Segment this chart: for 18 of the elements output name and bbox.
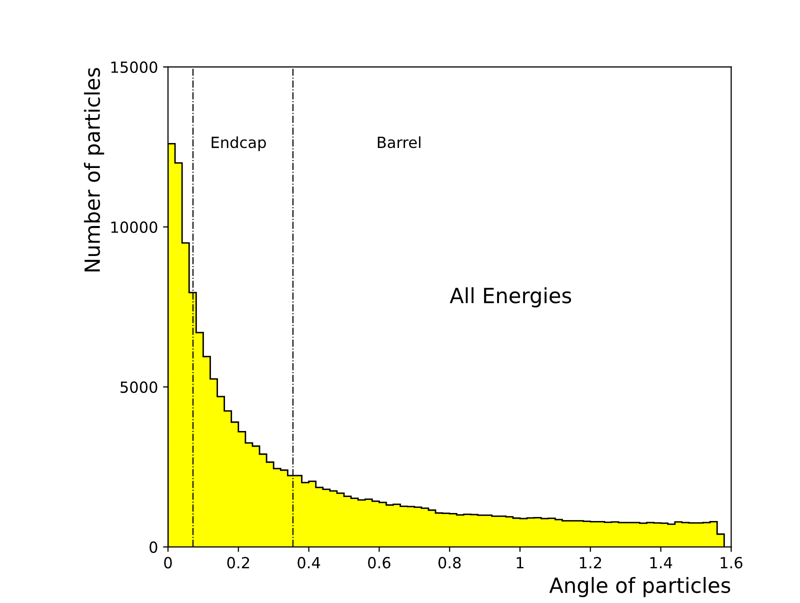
y-tick-label: 10000 (111, 221, 158, 233)
x-tick-label: 0.8 (438, 556, 461, 568)
y-tick-label: 5000 (120, 381, 158, 393)
x-tick-label: 0.2 (227, 556, 250, 568)
annotation: All Energies (450, 287, 572, 308)
y-tick-label: 15000 (111, 61, 158, 73)
x-axis-title: Angle of particles (549, 576, 730, 598)
y-axis-title: Number of particles (84, 68, 104, 272)
x-tick-label: 1.6 (720, 556, 742, 568)
x-tick-label: 0 (164, 556, 172, 568)
annotation: Endcap (212, 136, 266, 152)
y-tick-label: 0 (150, 541, 158, 553)
x-tick-label: 0.6 (368, 556, 390, 568)
x-tick-label: 1.2 (580, 556, 602, 568)
x-tick-label: 0.4 (298, 556, 320, 568)
annotation: Barrel (378, 136, 420, 148)
x-tick-label: 1 (516, 557, 524, 568)
x-tick-label: 1.4 (650, 557, 672, 568)
